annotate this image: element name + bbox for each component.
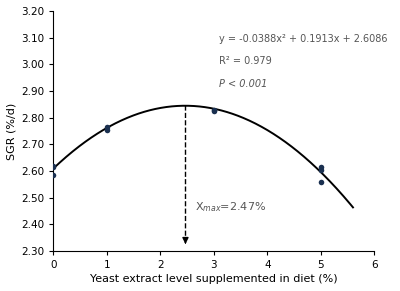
Point bbox=[50, 173, 56, 177]
Point bbox=[318, 167, 324, 172]
Point bbox=[211, 107, 217, 112]
Point bbox=[50, 163, 56, 168]
Text: P < 0.001: P < 0.001 bbox=[219, 79, 268, 89]
Point bbox=[318, 165, 324, 169]
Point bbox=[104, 127, 110, 132]
Text: X$_{max}$=2.47%: X$_{max}$=2.47% bbox=[195, 200, 266, 214]
Point bbox=[104, 125, 110, 129]
Text: y = -0.0388x² + 0.1913x + 2.6086: y = -0.0388x² + 0.1913x + 2.6086 bbox=[219, 33, 388, 44]
Point bbox=[211, 109, 217, 113]
Point bbox=[318, 179, 324, 184]
X-axis label: Yeast extract level supplemented in diet (%): Yeast extract level supplemented in diet… bbox=[90, 274, 338, 284]
Point bbox=[50, 165, 56, 169]
Text: R² = 0.979: R² = 0.979 bbox=[219, 56, 272, 66]
Y-axis label: SGR (%/d): SGR (%/d) bbox=[7, 102, 17, 159]
